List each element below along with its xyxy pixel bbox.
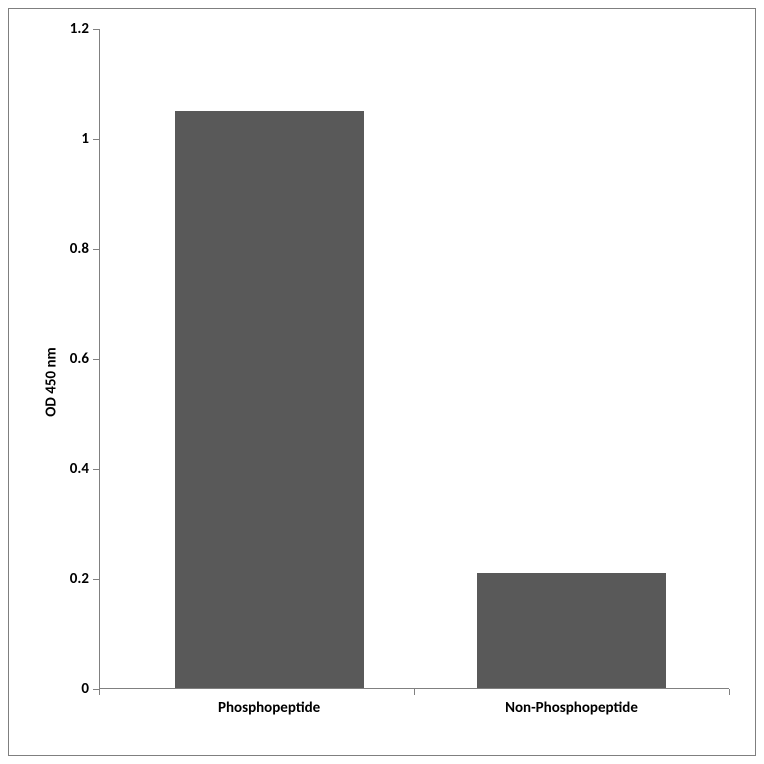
bar [175, 111, 364, 689]
y-tick [93, 139, 99, 140]
bar [477, 573, 666, 689]
category-label: Non-Phosphopeptide [505, 699, 638, 717]
y-axis [99, 29, 100, 689]
y-tick-label: 1.2 [70, 20, 89, 38]
y-tick [93, 249, 99, 250]
x-tick [729, 689, 730, 695]
y-tick [93, 359, 99, 360]
chart-frame: OD 450 nm 00.20.40.60.811.2Phosphopeptid… [8, 8, 756, 756]
category-label: Phosphopeptide [218, 699, 320, 717]
x-tick [414, 689, 415, 695]
y-tick-label: 0 [81, 680, 89, 698]
y-tick-label: 0.2 [70, 570, 89, 588]
y-tick-label: 1 [81, 130, 89, 148]
plot-area: 00.20.40.60.811.2PhosphopeptideNon-Phosp… [99, 29, 729, 689]
y-tick-label: 0.4 [70, 460, 89, 478]
y-tick [93, 579, 99, 580]
y-tick [93, 29, 99, 30]
y-axis-label: OD 450 nm [43, 347, 61, 416]
y-tick-label: 0.6 [70, 350, 89, 368]
y-tick [93, 469, 99, 470]
x-tick [99, 689, 100, 695]
y-tick-label: 0.8 [70, 240, 89, 258]
